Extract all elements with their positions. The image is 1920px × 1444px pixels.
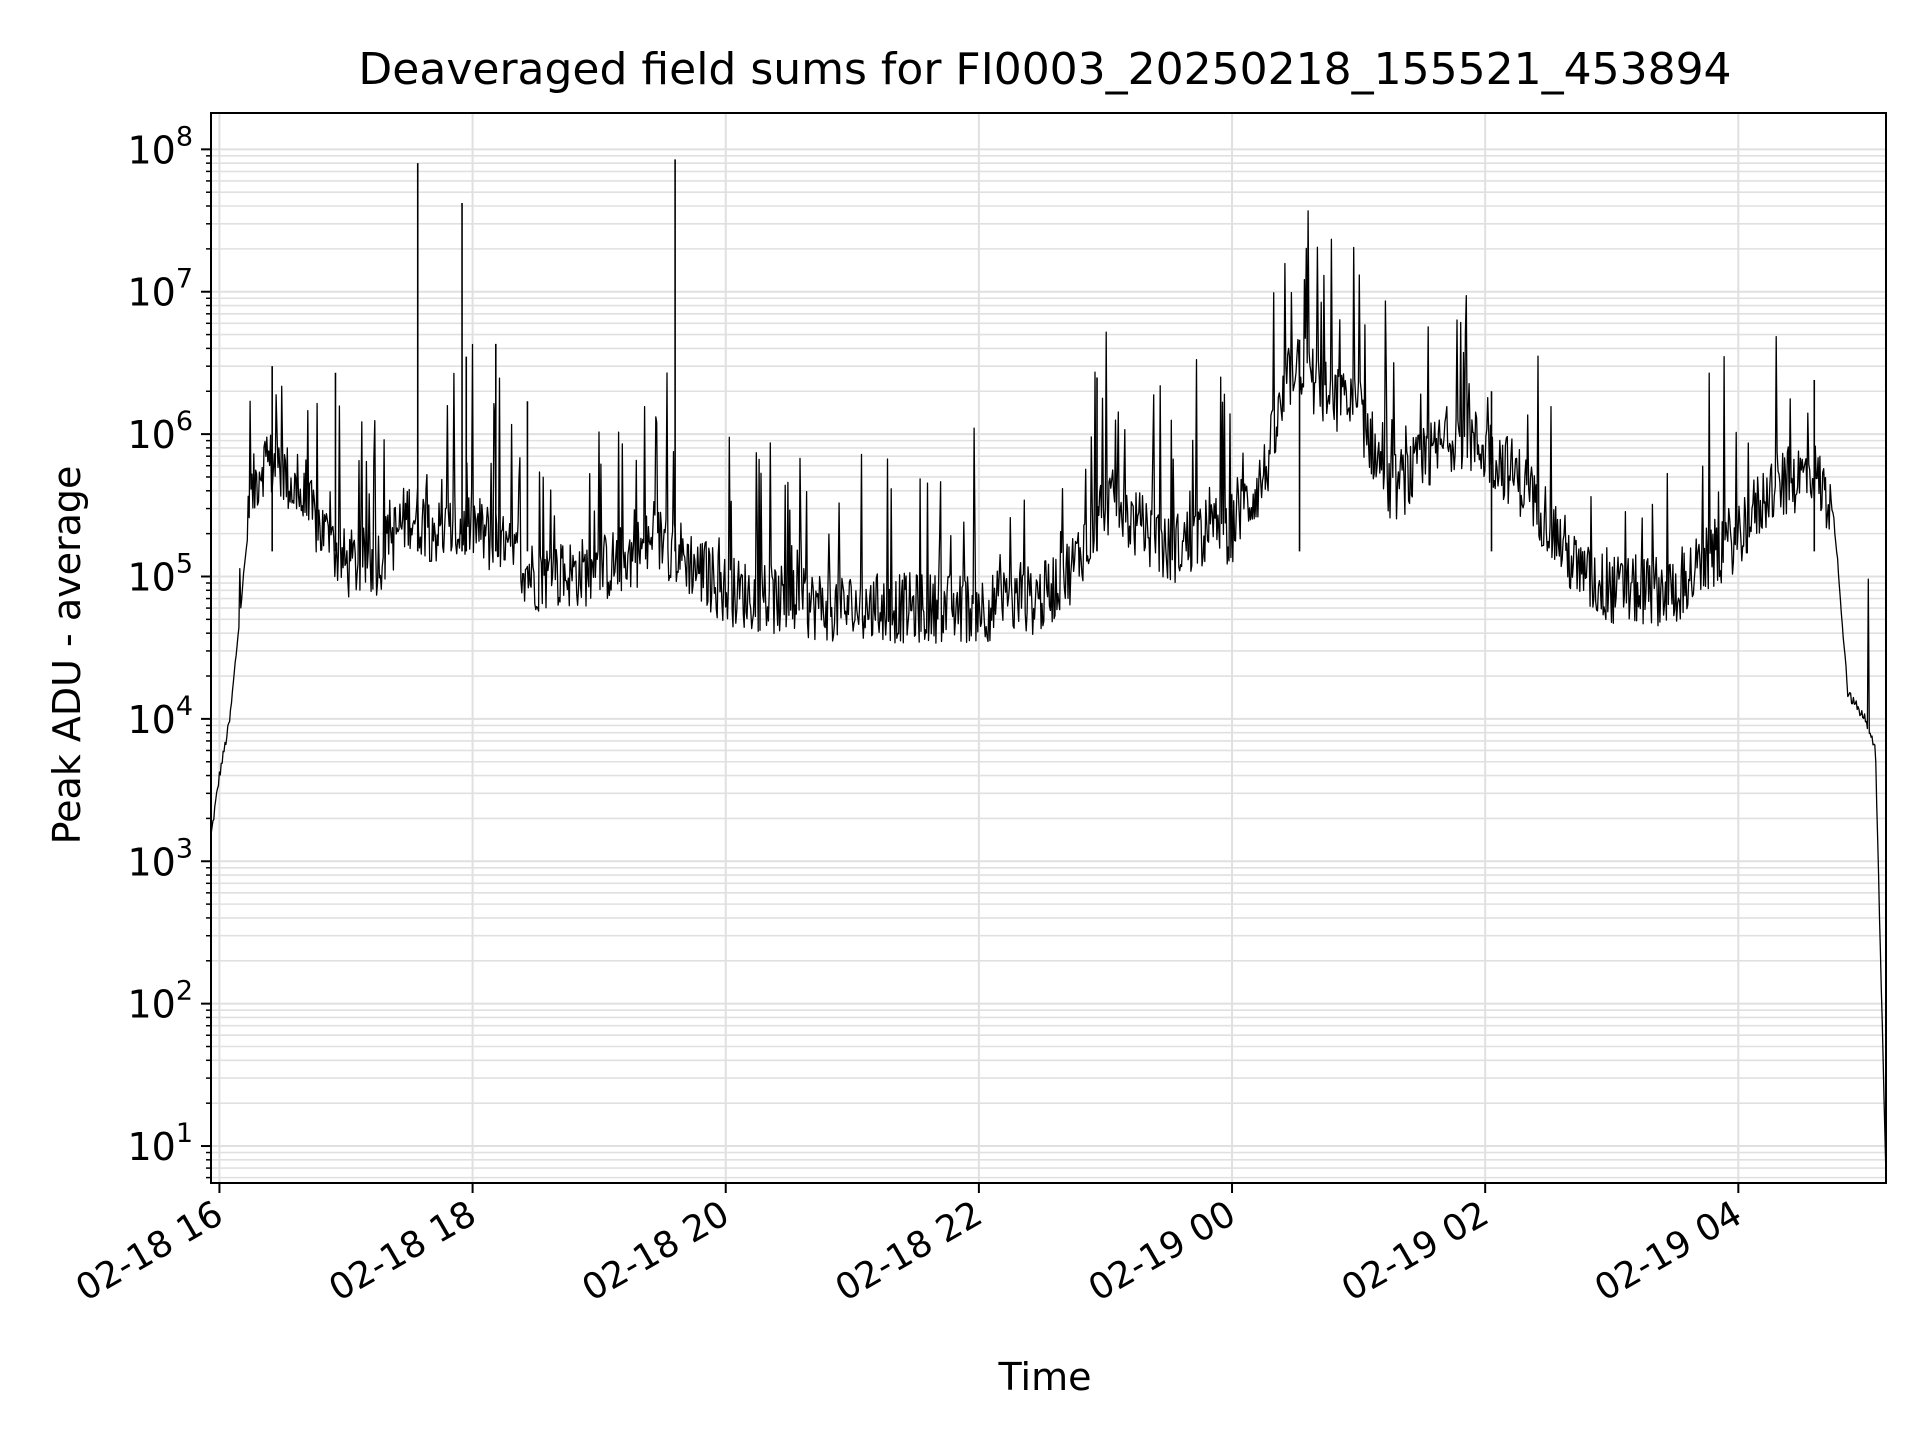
y-tick-label: 105 (127, 548, 193, 599)
y-tick-label: 101 (127, 1118, 193, 1169)
y-tick-label: 104 (127, 691, 193, 742)
chart-title: Deaveraged field sums for FI0003_2025021… (358, 44, 1731, 95)
grid-layer (211, 113, 1886, 1183)
data-line-layer (210, 159, 1887, 1178)
y-axis-ticks: 101 102 103 104 105 106 107 108 (127, 121, 211, 1179)
y-tick-label: 108 (127, 121, 193, 172)
y-tick-label: 102 (127, 976, 193, 1027)
y-tick-label: 107 (127, 264, 193, 315)
y-axis-label: Peak ADU - average (45, 466, 89, 845)
plot-frame (210, 112, 1887, 1184)
y-tick-label: 106 (127, 406, 193, 457)
x-axis-label: Time (998, 1355, 1092, 1399)
data-series-line (210, 210, 1887, 1178)
y-tick-label: 103 (127, 833, 193, 884)
